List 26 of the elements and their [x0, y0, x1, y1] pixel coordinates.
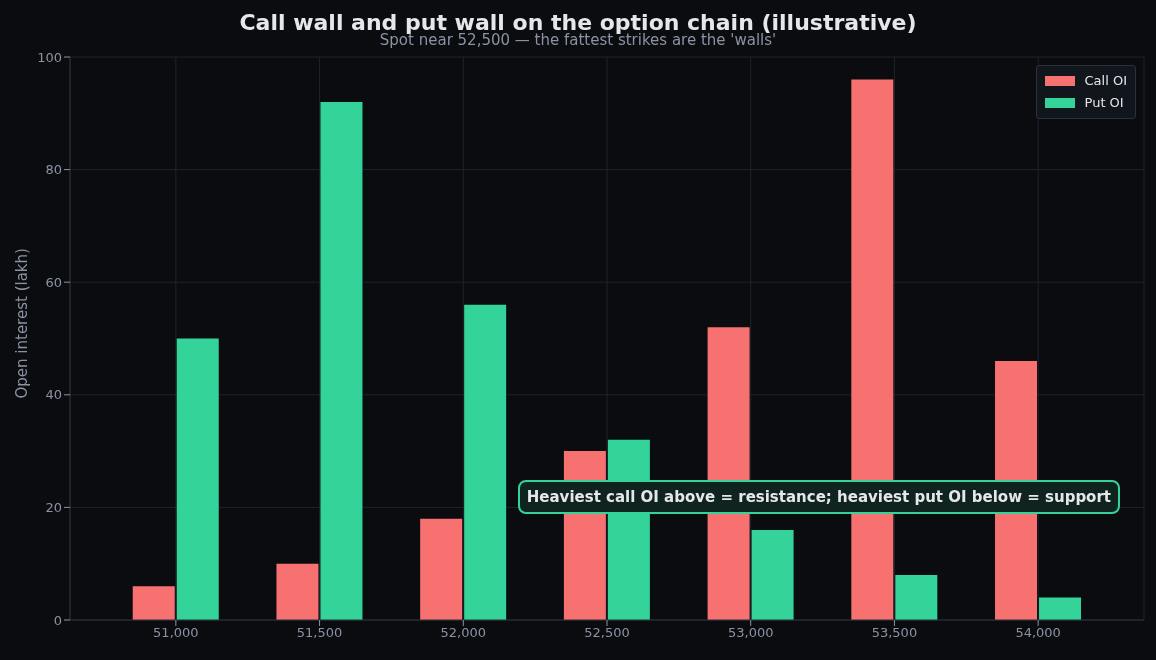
- annotation: Heaviest call OI above = resistance; heaviest put OI below = support: [517, 480, 1120, 514]
- y-tick-label: 60: [45, 274, 62, 290]
- bar: [1039, 597, 1082, 620]
- bar: [420, 518, 463, 620]
- x-tick-label: 51,000: [153, 625, 199, 641]
- x-tick-label: 54,000: [1015, 625, 1061, 641]
- y-tick-label: 40: [45, 387, 62, 403]
- y-tick-label: 80: [45, 162, 62, 178]
- bar: [751, 529, 794, 620]
- legend-label: Call OI: [1084, 72, 1127, 90]
- x-tick-label: 52,500: [584, 625, 630, 641]
- legend-label: Put OI: [1084, 94, 1124, 112]
- bar: [320, 102, 363, 620]
- x-tick-label: 51,500: [296, 625, 343, 641]
- bar: [464, 304, 507, 620]
- y-axis-title: Open interest (lakh): [13, 248, 32, 399]
- y-tick-label: 20: [45, 500, 62, 516]
- x-tick-label: 53,500: [871, 625, 918, 641]
- bar: [895, 574, 938, 620]
- y-tick-label: 0: [53, 612, 62, 628]
- bar: [176, 338, 219, 620]
- bar: [276, 563, 319, 620]
- bar: [132, 586, 175, 620]
- x-tick-label: 53,000: [727, 625, 774, 641]
- y-tick-label: 100: [37, 49, 62, 65]
- x-tick-label: 52,000: [440, 625, 487, 641]
